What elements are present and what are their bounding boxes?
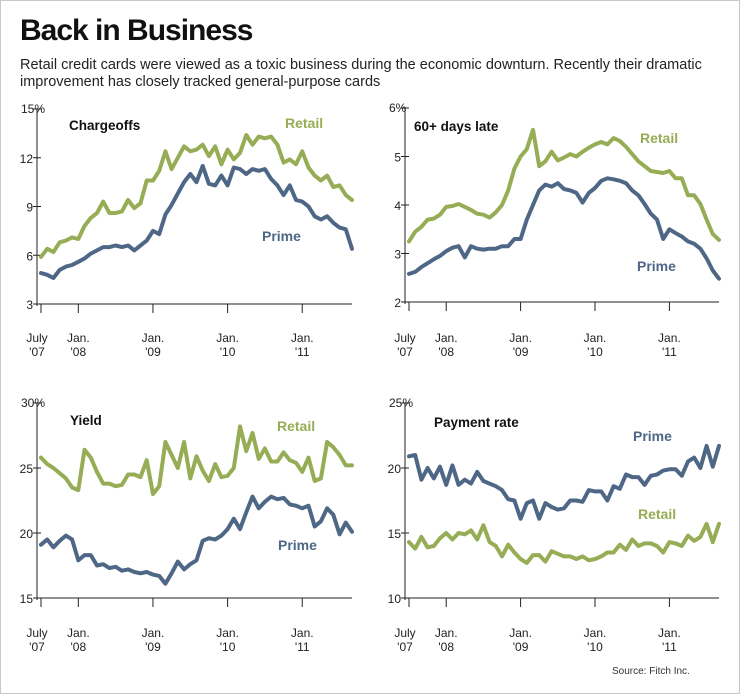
chart-title: Chargeoffs xyxy=(69,118,140,133)
series-label-retail: Retail xyxy=(640,130,678,146)
series-label-retail: Retail xyxy=(638,506,676,522)
y-tick-label: 4 xyxy=(394,199,401,213)
series-label-retail: Retail xyxy=(285,115,323,131)
x-tick-label-month: July xyxy=(394,331,415,345)
x-tick-label-year: '07 xyxy=(397,640,413,654)
series-label-retail: Retail xyxy=(277,418,315,434)
x-tick-label-year: '08 xyxy=(438,640,454,654)
series-label-prime: Prime xyxy=(637,258,676,274)
x-tick-label-month: Jan. xyxy=(216,626,239,640)
x-tick-label-month: Jan. xyxy=(658,626,681,640)
x-tick-label-year: '07 xyxy=(397,345,413,359)
y-tick-label: 20 xyxy=(20,527,34,541)
series-label-prime: Prime xyxy=(278,537,317,553)
y-tick-label: 9 xyxy=(26,201,33,215)
y-tick-label: 3 xyxy=(26,298,33,312)
x-tick-label-month: July xyxy=(26,626,47,640)
y-tick-label: 15 xyxy=(20,592,34,606)
y-tick-label: 10 xyxy=(388,592,402,606)
x-tick-label-year: '10 xyxy=(587,345,603,359)
x-tick-label-year: '11 xyxy=(662,640,677,654)
x-tick-label-month: Jan. xyxy=(67,626,90,640)
source-note: Source: Fitch Inc. xyxy=(612,666,690,677)
x-tick-label-month: Jan. xyxy=(435,331,458,345)
chart-title: 60+ days late xyxy=(414,119,499,134)
x-tick-label-month: July xyxy=(26,331,47,345)
series-line-prime xyxy=(39,494,354,586)
x-tick-label-month: Jan. xyxy=(509,626,532,640)
subheadline: Retail credit cards were viewed as a tox… xyxy=(20,57,702,90)
series-line-retail xyxy=(39,424,354,496)
series-label-prime: Prime xyxy=(633,428,672,444)
x-tick-label-month: Jan. xyxy=(142,626,165,640)
series-line-retail xyxy=(39,133,354,259)
y-tick-label: 20 xyxy=(388,462,402,476)
chart-panel-2: 6%5432July'07Jan.'08Jan.'09Jan.'10Jan.'1… xyxy=(389,101,721,359)
x-tick-label-year: '10 xyxy=(220,640,236,654)
y-tick-label: 6% xyxy=(389,101,407,115)
x-tick-label-year: '09 xyxy=(145,345,161,359)
x-tick-label-month: Jan. xyxy=(509,331,532,345)
y-tick-label: 3 xyxy=(394,248,401,262)
y-tick-label: 2 xyxy=(394,296,401,310)
x-tick-label-month: Jan. xyxy=(291,626,314,640)
x-tick-label-year: '09 xyxy=(513,345,529,359)
series-label-prime: Prime xyxy=(262,228,301,244)
x-tick-label-year: '08 xyxy=(438,345,454,359)
y-tick-label: 6 xyxy=(26,249,33,263)
series-line-prime xyxy=(39,163,354,280)
x-tick-label-month: Jan. xyxy=(584,331,607,345)
y-tick-label: 5 xyxy=(394,151,401,165)
x-tick-label-year: '10 xyxy=(587,640,603,654)
y-tick-label: 30% xyxy=(21,396,45,410)
series-line-retail xyxy=(407,127,721,244)
headline: Back in Business xyxy=(20,14,253,47)
y-tick-label: 25 xyxy=(20,462,34,476)
series-line-prime xyxy=(407,443,721,521)
x-tick-label-year: '09 xyxy=(145,640,161,654)
x-tick-label-month: Jan. xyxy=(67,331,90,345)
x-tick-label-month: Jan. xyxy=(435,626,458,640)
y-tick-label: 12 xyxy=(20,152,34,166)
x-tick-label-year: '11 xyxy=(295,640,310,654)
y-tick-label: 25% xyxy=(389,396,413,410)
x-tick-label-year: '11 xyxy=(295,345,310,359)
x-tick-label-year: '11 xyxy=(662,345,677,359)
x-tick-label-month: Jan. xyxy=(216,331,239,345)
x-tick-label-month: Jan. xyxy=(291,331,314,345)
x-tick-label-month: July xyxy=(394,626,415,640)
x-tick-label-year: '10 xyxy=(220,345,236,359)
chart-title: Payment rate xyxy=(434,415,519,430)
x-tick-label-year: '08 xyxy=(70,345,86,359)
chart-title: Yield xyxy=(70,413,102,428)
x-tick-label-year: '07 xyxy=(29,640,45,654)
y-tick-label: 15% xyxy=(21,102,45,116)
chart-panel-1: 15%12963July'07Jan.'08Jan.'09Jan.'10Jan.… xyxy=(20,102,354,359)
x-tick-label-year: '09 xyxy=(513,640,529,654)
x-tick-label-month: Jan. xyxy=(584,626,607,640)
x-tick-label-month: Jan. xyxy=(658,331,681,345)
x-tick-label-month: Jan. xyxy=(142,331,165,345)
x-tick-label-year: '07 xyxy=(29,345,45,359)
y-tick-label: 15 xyxy=(388,527,402,541)
chart-panel-3: 30%252015July'07Jan.'08Jan.'09Jan.'10Jan… xyxy=(20,396,354,654)
series-line-retail xyxy=(407,521,721,565)
chart-panel-4: 25%201510July'07Jan.'08Jan.'09Jan.'10Jan… xyxy=(388,396,721,654)
series-line-prime xyxy=(407,176,721,281)
x-tick-label-year: '08 xyxy=(70,640,86,654)
